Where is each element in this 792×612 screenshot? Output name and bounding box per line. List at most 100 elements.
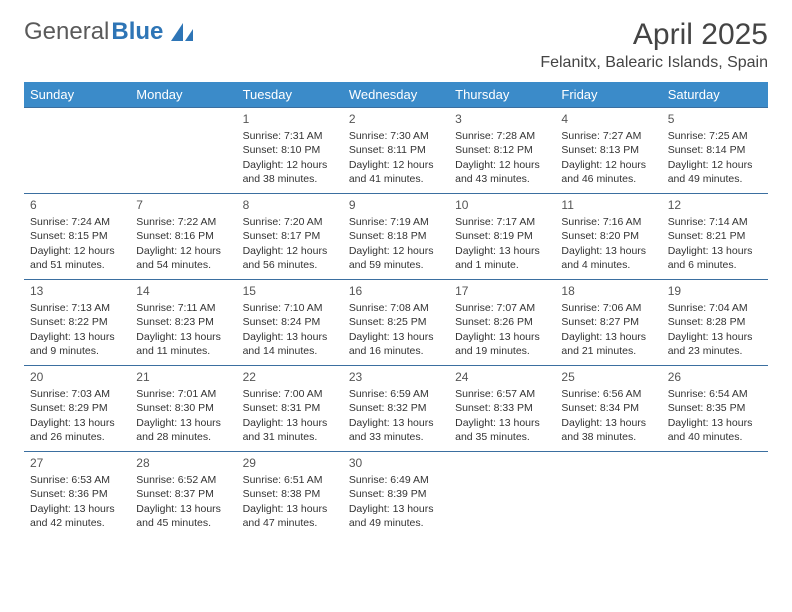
calendar-cell: 14Sunrise: 7:11 AMSunset: 8:23 PMDayligh… (130, 280, 236, 366)
calendar-cell: 5Sunrise: 7:25 AMSunset: 8:14 PMDaylight… (662, 108, 768, 194)
sunrise-line: Sunrise: 7:24 AM (30, 215, 124, 229)
sunset-line: Sunset: 8:12 PM (455, 143, 549, 157)
sunset-line: Sunset: 8:14 PM (668, 143, 762, 157)
sunset-line: Sunset: 8:35 PM (668, 401, 762, 415)
calendar-cell: 30Sunrise: 6:49 AMSunset: 8:39 PMDayligh… (343, 452, 449, 538)
calendar-row: 27Sunrise: 6:53 AMSunset: 8:36 PMDayligh… (24, 452, 768, 538)
day-number: 30 (349, 455, 443, 471)
calendar-table: SundayMondayTuesdayWednesdayThursdayFrid… (24, 82, 768, 538)
title-block: April 2025 Felanitx, Balearic Islands, S… (540, 18, 768, 72)
day-number: 3 (455, 111, 549, 127)
sunrise-line: Sunrise: 6:56 AM (561, 387, 655, 401)
sunrise-line: Sunrise: 6:57 AM (455, 387, 549, 401)
daylight-line: Daylight: 13 hours and 38 minutes. (561, 416, 655, 444)
sunset-line: Sunset: 8:31 PM (243, 401, 337, 415)
daylight-line: Daylight: 13 hours and 26 minutes. (30, 416, 124, 444)
calendar-cell-empty (555, 452, 661, 538)
sunset-line: Sunset: 8:27 PM (561, 315, 655, 329)
sunrise-line: Sunrise: 6:49 AM (349, 473, 443, 487)
day-number: 8 (243, 197, 337, 213)
sunset-line: Sunset: 8:16 PM (136, 229, 230, 243)
calendar-cell: 18Sunrise: 7:06 AMSunset: 8:27 PMDayligh… (555, 280, 661, 366)
calendar-body: 1Sunrise: 7:31 AMSunset: 8:10 PMDaylight… (24, 108, 768, 538)
sunset-line: Sunset: 8:21 PM (668, 229, 762, 243)
day-number: 24 (455, 369, 549, 385)
calendar-cell: 21Sunrise: 7:01 AMSunset: 8:30 PMDayligh… (130, 366, 236, 452)
sunrise-line: Sunrise: 7:31 AM (243, 129, 337, 143)
sunrise-line: Sunrise: 7:14 AM (668, 215, 762, 229)
day-header: Thursday (449, 82, 555, 108)
calendar-cell: 16Sunrise: 7:08 AMSunset: 8:25 PMDayligh… (343, 280, 449, 366)
daylight-line: Daylight: 13 hours and 35 minutes. (455, 416, 549, 444)
day-number: 16 (349, 283, 443, 299)
calendar-row: 13Sunrise: 7:13 AMSunset: 8:22 PMDayligh… (24, 280, 768, 366)
calendar-cell: 8Sunrise: 7:20 AMSunset: 8:17 PMDaylight… (237, 194, 343, 280)
day-number: 29 (243, 455, 337, 471)
calendar-cell-empty (130, 108, 236, 194)
day-number: 11 (561, 197, 655, 213)
calendar-head: SundayMondayTuesdayWednesdayThursdayFrid… (24, 82, 768, 108)
day-header: Sunday (24, 82, 130, 108)
calendar-cell: 19Sunrise: 7:04 AMSunset: 8:28 PMDayligh… (662, 280, 768, 366)
calendar-cell: 23Sunrise: 6:59 AMSunset: 8:32 PMDayligh… (343, 366, 449, 452)
calendar-cell-empty (24, 108, 130, 194)
daylight-line: Daylight: 12 hours and 54 minutes. (136, 244, 230, 272)
day-number: 18 (561, 283, 655, 299)
day-number: 27 (30, 455, 124, 471)
calendar-cell: 10Sunrise: 7:17 AMSunset: 8:19 PMDayligh… (449, 194, 555, 280)
calendar-cell: 27Sunrise: 6:53 AMSunset: 8:36 PMDayligh… (24, 452, 130, 538)
day-number: 15 (243, 283, 337, 299)
daylight-line: Daylight: 12 hours and 59 minutes. (349, 244, 443, 272)
day-number: 10 (455, 197, 549, 213)
calendar-cell: 11Sunrise: 7:16 AMSunset: 8:20 PMDayligh… (555, 194, 661, 280)
daylight-line: Daylight: 13 hours and 6 minutes. (668, 244, 762, 272)
sunset-line: Sunset: 8:22 PM (30, 315, 124, 329)
sunset-line: Sunset: 8:10 PM (243, 143, 337, 157)
daylight-line: Daylight: 13 hours and 14 minutes. (243, 330, 337, 358)
day-number: 13 (30, 283, 124, 299)
sunset-line: Sunset: 8:20 PM (561, 229, 655, 243)
calendar-cell: 29Sunrise: 6:51 AMSunset: 8:38 PMDayligh… (237, 452, 343, 538)
day-number: 22 (243, 369, 337, 385)
daylight-line: Daylight: 13 hours and 11 minutes. (136, 330, 230, 358)
sunrise-line: Sunrise: 6:51 AM (243, 473, 337, 487)
sunset-line: Sunset: 8:23 PM (136, 315, 230, 329)
day-number: 20 (30, 369, 124, 385)
daylight-line: Daylight: 13 hours and 45 minutes. (136, 502, 230, 530)
sunrise-line: Sunrise: 7:03 AM (30, 387, 124, 401)
daylight-line: Daylight: 13 hours and 23 minutes. (668, 330, 762, 358)
day-number: 6 (30, 197, 124, 213)
sunset-line: Sunset: 8:33 PM (455, 401, 549, 415)
day-header: Tuesday (237, 82, 343, 108)
sunrise-line: Sunrise: 7:28 AM (455, 129, 549, 143)
sunrise-line: Sunrise: 6:52 AM (136, 473, 230, 487)
sunrise-line: Sunrise: 6:53 AM (30, 473, 124, 487)
day-header: Monday (130, 82, 236, 108)
day-number: 7 (136, 197, 230, 213)
daylight-line: Daylight: 12 hours and 56 minutes. (243, 244, 337, 272)
sunset-line: Sunset: 8:38 PM (243, 487, 337, 501)
day-number: 28 (136, 455, 230, 471)
sunset-line: Sunset: 8:26 PM (455, 315, 549, 329)
calendar-cell: 25Sunrise: 6:56 AMSunset: 8:34 PMDayligh… (555, 366, 661, 452)
sunset-line: Sunset: 8:34 PM (561, 401, 655, 415)
sunset-line: Sunset: 8:11 PM (349, 143, 443, 157)
day-header: Wednesday (343, 82, 449, 108)
sunrise-line: Sunrise: 6:54 AM (668, 387, 762, 401)
sunrise-line: Sunrise: 7:17 AM (455, 215, 549, 229)
day-number: 14 (136, 283, 230, 299)
day-number: 17 (455, 283, 549, 299)
sunrise-line: Sunrise: 7:10 AM (243, 301, 337, 315)
day-number: 2 (349, 111, 443, 127)
sunset-line: Sunset: 8:18 PM (349, 229, 443, 243)
day-number: 9 (349, 197, 443, 213)
sunset-line: Sunset: 8:30 PM (136, 401, 230, 415)
daylight-line: Daylight: 13 hours and 4 minutes. (561, 244, 655, 272)
daylight-line: Daylight: 13 hours and 21 minutes. (561, 330, 655, 358)
sunrise-line: Sunrise: 7:22 AM (136, 215, 230, 229)
logo: GeneralBlue (24, 18, 195, 46)
daylight-line: Daylight: 13 hours and 1 minute. (455, 244, 549, 272)
calendar-cell: 6Sunrise: 7:24 AMSunset: 8:15 PMDaylight… (24, 194, 130, 280)
calendar-row: 20Sunrise: 7:03 AMSunset: 8:29 PMDayligh… (24, 366, 768, 452)
sunset-line: Sunset: 8:24 PM (243, 315, 337, 329)
